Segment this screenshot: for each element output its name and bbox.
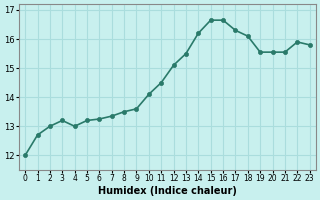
X-axis label: Humidex (Indice chaleur): Humidex (Indice chaleur): [98, 186, 237, 196]
